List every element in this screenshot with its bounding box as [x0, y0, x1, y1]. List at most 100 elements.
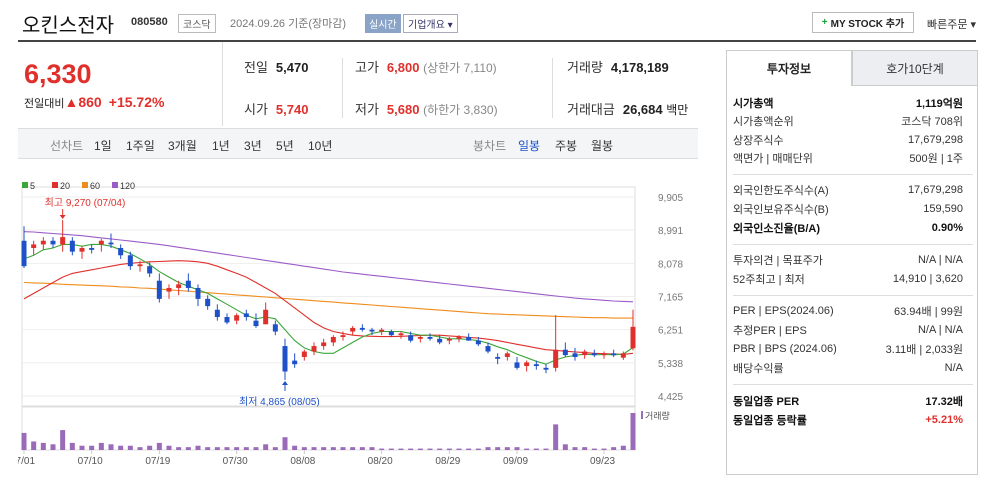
stat-prev-value: 5,470 [275, 60, 309, 75]
volume-bar [195, 445, 201, 450]
info-key: 외국인소진율(B/A) [733, 223, 820, 235]
stats-divider [342, 58, 343, 118]
volume-bar [21, 432, 27, 450]
up-arrow-icon: ▲ [64, 94, 79, 110]
y-tick-label: 8,078 [658, 259, 683, 270]
tab-3m[interactable]: 3개월 [168, 139, 197, 153]
info-value: 63.94배 | 99원 [894, 306, 963, 318]
stat-open: 시가 5,740 [244, 99, 308, 118]
volume-bar [156, 442, 162, 450]
candle-body [330, 336, 336, 343]
chart-svg[interactable]: 9,905 8,991 8,078 7,165 6,251 5,338 4,425 5 20 60… [10, 160, 698, 475]
volume-bar [282, 437, 288, 450]
stat-open-label: 시가 [244, 102, 268, 117]
volume-bar [137, 447, 143, 450]
info-divider [733, 174, 973, 175]
info-value: 159,590 [923, 203, 963, 215]
candle-body [456, 336, 462, 339]
info-row: 시가총액 1,119억원 [733, 94, 963, 112]
tab-weekly[interactable]: 주봉 [555, 139, 578, 153]
candle-body [446, 338, 452, 341]
info-key: 외국인한도주식수(A) [733, 185, 829, 197]
tab-3y[interactable]: 3년 [244, 139, 262, 153]
candle-body [185, 280, 191, 288]
volume-bar [79, 445, 85, 450]
info-value: 1,119억원 [915, 98, 963, 110]
tab-10y[interactable]: 10년 [308, 139, 333, 153]
volume-bar [127, 445, 133, 450]
info-value: 17.32배 [925, 396, 963, 408]
info-divider [733, 384, 973, 385]
volume-bar [118, 445, 124, 450]
company-overview-label: 기업개요 [408, 20, 445, 31]
tab-1d[interactable]: 1일 [94, 139, 112, 153]
candle-body [350, 327, 356, 332]
stock-chart[interactable]: 9,905 8,991 8,078 7,165 6,251 5,338 4,425 5 20 60… [10, 160, 698, 475]
legend-label: 5 [30, 181, 35, 191]
candle-body [601, 353, 607, 356]
info-key: 투자의견 | 목표주가 [733, 255, 823, 267]
info-tabs: 투자정보 호가10단계 [726, 50, 978, 86]
candle-body [524, 362, 530, 367]
market-badge: 코스닥 [178, 14, 216, 33]
quick-order-label: 빠른주문 [927, 19, 968, 31]
stock-code: 080580 [131, 16, 168, 28]
quote-date: 2024.09.26 기준(장마감) [230, 18, 347, 30]
quick-order-button[interactable]: 빠른주문 ▾ [927, 16, 976, 32]
info-value: 3.11배 | 2,033원 [885, 344, 963, 356]
volume-bar [572, 447, 578, 450]
tab-5y[interactable]: 5년 [276, 139, 294, 153]
tab-daily[interactable]: 일봉 [518, 139, 541, 153]
info-row: PER | EPS(2024.06) 63.94배 | 99원 [733, 302, 963, 320]
volume-bar [630, 413, 636, 450]
info-value: 17,679,298 [907, 184, 963, 196]
info-divider [733, 244, 973, 245]
volume-bar [495, 447, 501, 450]
info-key: 동일업종 PER [733, 396, 800, 408]
candle-body [495, 356, 501, 359]
info-row: 동일업종 PER 17.32배 [733, 392, 963, 410]
info-row: 외국인한도주식수(A) 17,679,298 [733, 181, 963, 199]
volume-bar [475, 448, 481, 450]
candle-body [562, 349, 568, 356]
stat-upper-limit: (상한가 7,110) [423, 61, 497, 75]
info-row: 외국인소진율(B/A) 0.90% [733, 219, 963, 237]
stat-low: 저가 5,680 (하한가 3,830) [355, 99, 498, 118]
my-stock-add-button[interactable]: + MY STOCK 추가 [812, 12, 914, 33]
tab-1y[interactable]: 1년 [212, 139, 230, 153]
volume-bar [543, 448, 549, 450]
stat-lower-limit: (하한가 3,830) [423, 103, 498, 117]
candle-body [620, 353, 626, 358]
info-key: 상장주식수 [733, 135, 784, 147]
volume-bar [379, 448, 385, 450]
candle-body [166, 287, 172, 292]
volume-bar [89, 445, 95, 450]
info-value: 17,679,298 [907, 134, 963, 146]
tab-1w[interactable]: 1주일 [126, 139, 155, 153]
info-row: 배당수익률 N/A [733, 359, 963, 377]
candle-body [214, 309, 220, 318]
volume-bar [69, 442, 75, 450]
stat-high: 고가 6,800 (상한가 7,110) [355, 57, 497, 76]
candle-body [504, 353, 510, 357]
candle-body [156, 280, 162, 299]
volume-bar [205, 447, 211, 450]
candle-body [514, 362, 520, 368]
candle-body [243, 313, 249, 318]
candle-body [340, 335, 346, 337]
candle-body [591, 353, 597, 356]
realtime-button[interactable]: 실시간 [365, 14, 401, 33]
volume-bar [611, 447, 617, 450]
tab-orderbook-10[interactable]: 호가10단계 [852, 50, 978, 86]
info-key: 시가총액순위 [733, 116, 794, 128]
candle-body [31, 244, 37, 249]
tab-monthly[interactable]: 월봉 [591, 139, 614, 153]
stat-low-value: 5,680 [386, 102, 420, 117]
stock-name: 오킨스전자 [22, 15, 114, 37]
candle-body [475, 340, 481, 345]
tab-investment-info[interactable]: 투자정보 [726, 50, 852, 86]
stat-low-label: 저가 [355, 102, 379, 117]
info-row: 외국인보유주식수(B) 159,590 [733, 200, 963, 218]
volume-legend-swatch [641, 411, 643, 419]
company-overview-dropdown[interactable]: 기업개요 ▾ [403, 14, 458, 33]
